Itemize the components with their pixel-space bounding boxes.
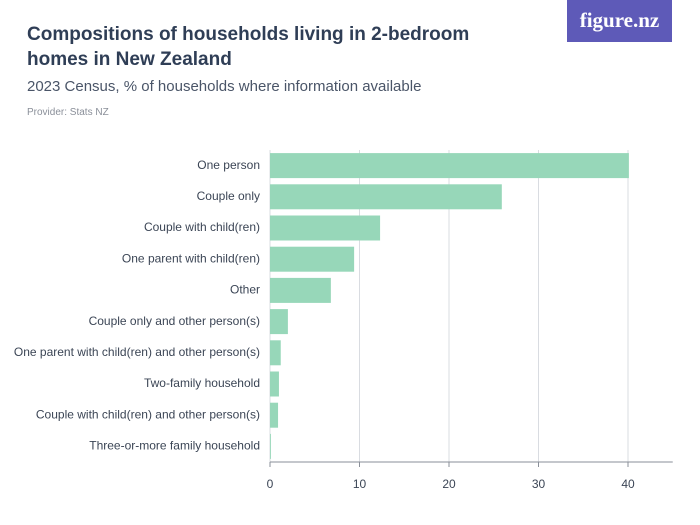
bar [270, 153, 629, 179]
bar [270, 402, 279, 428]
bar [270, 309, 288, 335]
bar [270, 184, 502, 210]
x-tick-label: 10 [353, 477, 367, 491]
bar [270, 371, 279, 397]
logo[interactable]: figure.nz [567, 0, 672, 42]
bar [270, 277, 331, 303]
y-tick-label: One person [197, 158, 260, 172]
bar [270, 340, 281, 366]
y-tick-label: Three-or-more family household [89, 439, 260, 453]
chart-subtitle: 2023 Census, % of households where infor… [27, 78, 422, 95]
provider: Provider: Stats NZ [27, 107, 109, 118]
y-tick-label: One parent with child(ren) [122, 251, 260, 265]
chart-title: Compositions of households living in 2-b… [27, 24, 470, 70]
x-tick-label: 0 [267, 477, 274, 491]
y-tick-label: Couple only [197, 189, 260, 203]
x-tick-label: 30 [532, 477, 546, 491]
x-tick-label: 20 [442, 477, 456, 491]
y-tick-label: One parent with child(ren) and other per… [14, 345, 260, 359]
bar [270, 215, 381, 241]
y-tick-label: Couple with child(ren) and other person(… [36, 407, 260, 421]
y-tick-label: Two-family household [144, 376, 260, 390]
y-tick-label: Couple only and other person(s) [89, 314, 260, 328]
x-tick-label: 40 [621, 477, 635, 491]
y-tick-label: Other [230, 283, 260, 297]
y-tick-label: Couple with child(ren) [144, 220, 260, 234]
bar [270, 433, 271, 459]
bar [270, 246, 355, 272]
